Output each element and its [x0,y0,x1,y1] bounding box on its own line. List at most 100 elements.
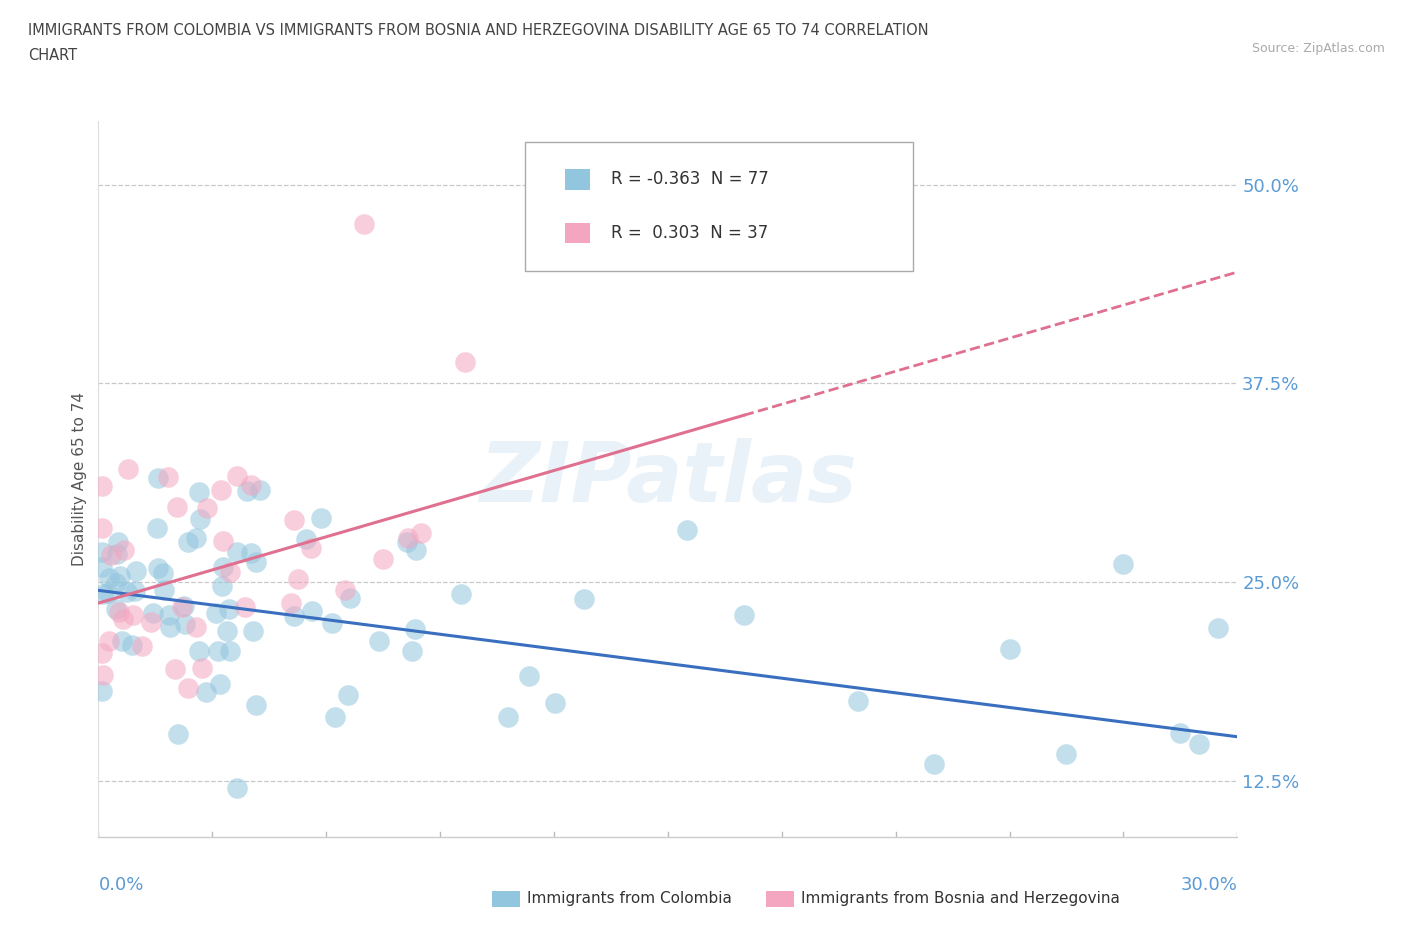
Point [211,578,233,593]
Point [215,624,238,639]
Point [998,642,1021,657]
Point [121,638,143,653]
Point [122,607,145,622]
Text: R =  0.303  N = 37: R = 0.303 N = 37 [612,224,768,242]
Text: 0.0%: 0.0% [98,876,143,895]
Point [98,633,121,648]
Point [846,694,869,709]
Point [170,600,193,615]
Point [176,535,198,550]
Point [159,619,181,634]
Point [107,535,129,550]
Point [115,585,138,600]
Point [249,483,271,498]
Point [108,568,131,583]
Point [98,571,121,586]
Point [225,469,247,484]
Point [207,644,229,658]
Bar [565,169,591,190]
Point [211,560,233,575]
Point [91,545,114,560]
Point [105,547,128,562]
Point [321,616,343,631]
Point [148,471,170,485]
Point [337,687,360,702]
Point [1056,746,1078,761]
Point [922,757,945,772]
Point [236,484,259,498]
Point [184,620,207,635]
Point [245,555,267,570]
Point [163,662,186,677]
Text: IMMIGRANTS FROM COLOMBIA VS IMMIGRANTS FROM BOSNIA AND HERZEGOVINA DISABILITY AG: IMMIGRANTS FROM COLOMBIA VS IMMIGRANTS F… [28,23,929,38]
Point [218,644,240,658]
Point [218,565,240,579]
Point [572,591,595,606]
Point [173,617,195,631]
Point [245,698,267,712]
Point [226,781,249,796]
Point [1188,737,1211,751]
Point [411,525,433,540]
Point [97,585,120,600]
Point [1112,557,1135,572]
Text: Immigrants from Bosnia and Herzegovina: Immigrants from Bosnia and Herzegovina [801,891,1121,907]
Point [496,710,519,724]
Point [339,591,361,605]
Point [283,512,305,527]
Point [301,604,323,618]
Point [353,217,375,232]
Point [188,512,211,526]
Text: CHART: CHART [28,48,77,63]
Point [371,551,394,566]
Y-axis label: Disability Age 65 to 74: Disability Age 65 to 74 [72,392,87,566]
Point [157,469,180,484]
Point [454,354,477,369]
Point [187,485,209,499]
Point [283,608,305,623]
Point [242,624,264,639]
Text: R = -0.363  N = 77: R = -0.363 N = 77 [612,170,769,189]
Point [544,696,567,711]
Point [204,605,226,620]
Point [233,600,256,615]
Point [146,520,169,535]
Point [195,501,218,516]
Point [111,611,134,626]
Point [323,709,346,724]
Point [142,605,165,620]
Point [396,534,419,549]
Point [108,604,131,619]
Point [157,607,180,622]
Point [194,684,217,699]
Point [190,660,212,675]
Point [309,511,332,525]
Point [367,633,389,648]
Point [148,561,170,576]
Point [166,499,188,514]
Point [173,598,195,613]
Text: Source: ZipAtlas.com: Source: ZipAtlas.com [1251,42,1385,55]
Point [177,681,200,696]
Point [212,534,235,549]
Point [112,543,135,558]
Point [91,645,114,660]
Point [218,601,240,616]
Point [404,621,426,636]
Point [91,560,114,575]
Point [450,587,472,602]
Point [240,546,263,561]
Point [117,462,139,477]
Point [209,677,232,692]
Point [167,726,190,741]
Point [401,644,423,658]
Point [733,608,755,623]
Point [405,543,427,558]
Point [93,668,115,683]
Point [280,595,302,610]
FancyBboxPatch shape [526,142,912,272]
Point [240,477,263,492]
Point [517,669,540,684]
Point [91,684,114,698]
Point [91,520,114,535]
